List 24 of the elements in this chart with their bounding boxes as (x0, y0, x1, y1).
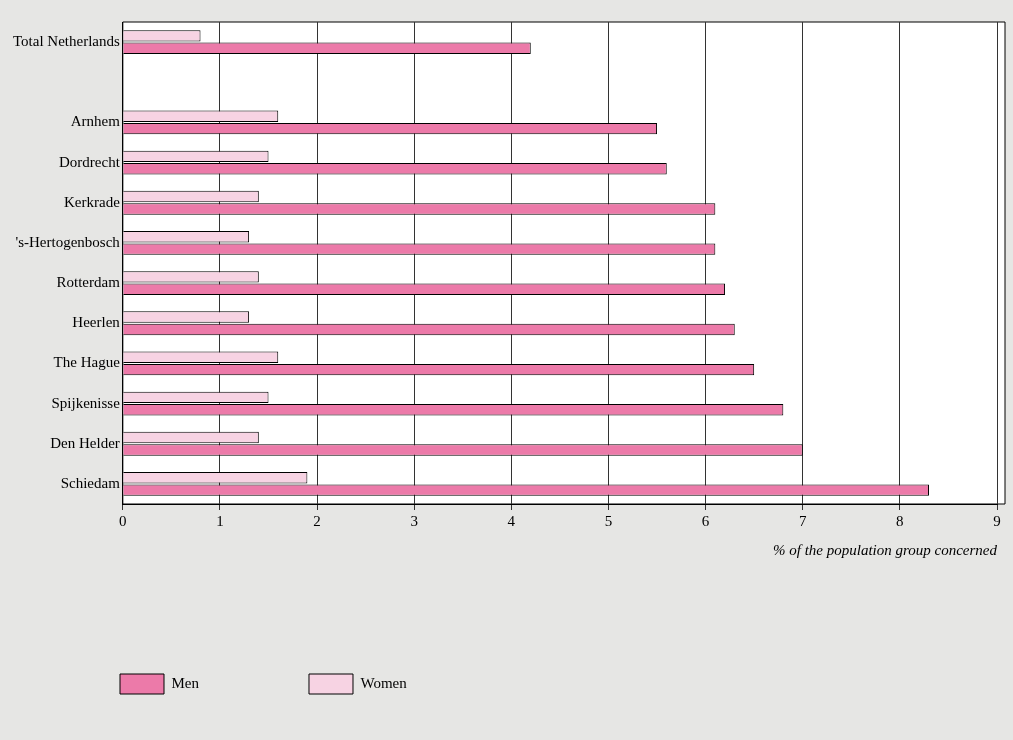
y-tick-label: Arnhem (70, 113, 121, 130)
legend-label: Men (171, 674, 200, 691)
x-tick-label: 2 (313, 512, 321, 529)
x-tick-label: 7 (798, 512, 807, 529)
x-tick-label: 0 (119, 512, 127, 529)
y-tick-label: Total Netherlands (12, 33, 120, 50)
y-tick-label: Dordrecht (59, 153, 121, 170)
y-tick-label: Den Helder (50, 434, 120, 451)
x-tick-label: 9 (993, 512, 1001, 529)
y-tick-label: 's-Hertogenbosch (15, 233, 121, 250)
legend-label: Women (360, 674, 408, 691)
x-tick-label: 8 (896, 512, 904, 529)
y-tick-label: Spijkenisse (51, 394, 121, 411)
x-axis-title: % of the population group concerned (773, 541, 998, 558)
x-tick-label: 5 (604, 512, 613, 529)
x-tick-label: 6 (701, 512, 710, 529)
y-tick-label: The Hague (53, 354, 121, 371)
y-tick-label: Schiedam (60, 474, 121, 491)
y-tick-label: Kerkrade (64, 193, 121, 210)
x-tick-label: 4 (507, 512, 516, 529)
x-tick-label: 3 (410, 512, 418, 529)
x-tick-label: 1 (216, 512, 224, 529)
y-tick-label: Heerlen (72, 314, 121, 331)
y-tick-label: Rotterdam (56, 274, 121, 291)
